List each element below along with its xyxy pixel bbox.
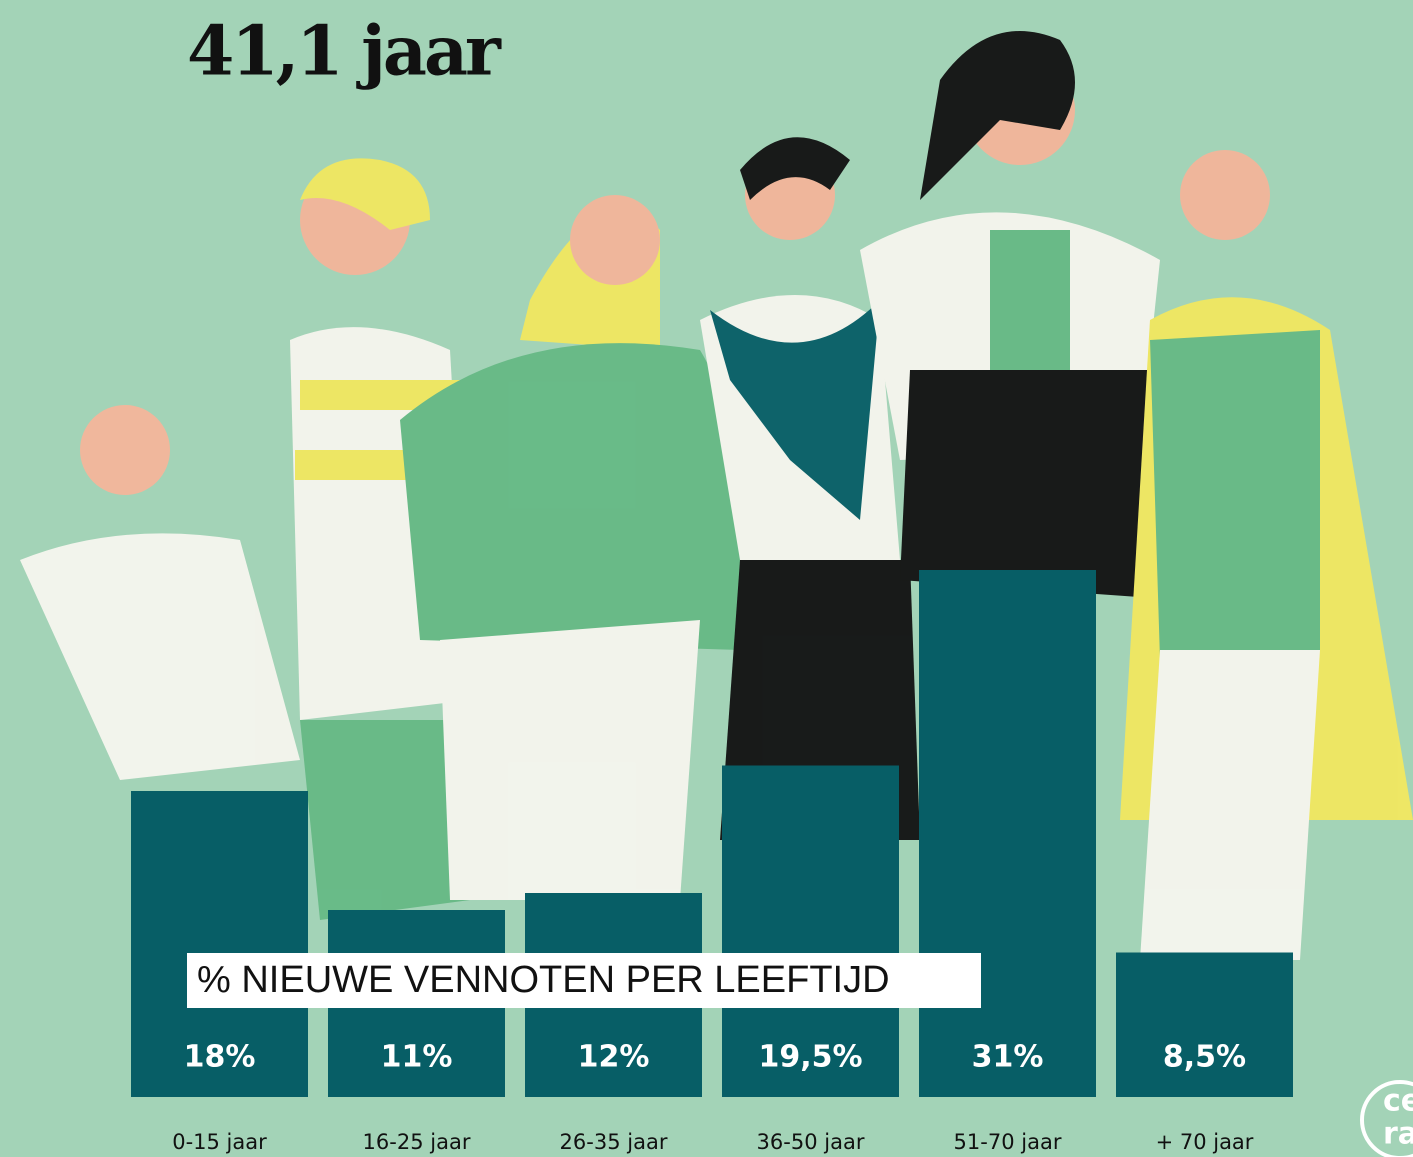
illustration — [20, 31, 1413, 960]
bar — [919, 570, 1096, 1097]
subtitle-box — [187, 953, 981, 1008]
x-tick-label: 26-35 jaar — [560, 1130, 668, 1154]
x-tick-label: + 70 jaar — [1156, 1130, 1254, 1154]
chart-title: 41,1 jaar — [187, 12, 502, 92]
x-tick-label: 51-70 jaar — [954, 1130, 1062, 1154]
logo-text: ce — [1383, 1084, 1413, 1119]
bar — [1116, 952, 1293, 1097]
bar — [131, 791, 308, 1097]
value-label: 18% — [184, 1040, 256, 1075]
chart-subtitle: % NIEUWE VENNOTEN PER LEEFTIJD — [197, 959, 890, 1001]
value-label: 31% — [972, 1040, 1044, 1075]
bar — [722, 765, 899, 1097]
logo-text: ra — [1383, 1117, 1413, 1152]
value-label: 11% — [381, 1040, 453, 1075]
x-tick-label: 36-50 jaar — [757, 1130, 865, 1154]
x-tick-label: 0-15 jaar — [172, 1130, 267, 1154]
value-label: 12% — [578, 1040, 650, 1075]
x-tick-label: 16-25 jaar — [363, 1130, 471, 1154]
logo-ring — [1360, 1080, 1413, 1157]
value-label: 19,5% — [758, 1040, 862, 1075]
value-label: 8,5% — [1163, 1040, 1246, 1075]
